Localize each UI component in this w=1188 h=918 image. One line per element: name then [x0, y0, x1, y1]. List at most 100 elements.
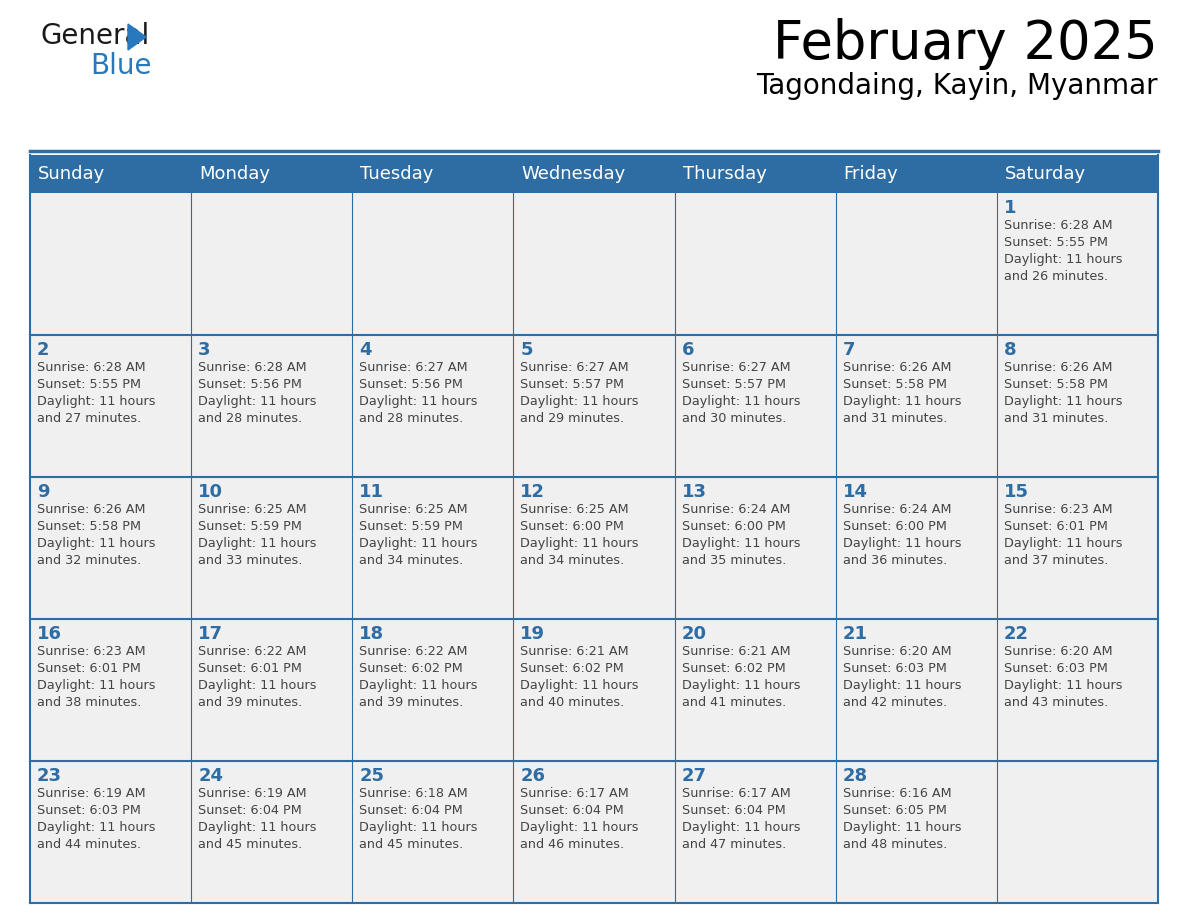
Text: Sunrise: 6:17 AM: Sunrise: 6:17 AM	[682, 787, 790, 800]
Bar	[30, 477, 191, 619]
Text: Sunrise: 6:24 AM: Sunrise: 6:24 AM	[682, 503, 790, 516]
Text: 23: 23	[37, 767, 62, 785]
Text: Daylight: 11 hours: Daylight: 11 hours	[682, 537, 800, 550]
Text: Sunrise: 6:25 AM: Sunrise: 6:25 AM	[520, 503, 630, 516]
Text: 18: 18	[359, 625, 385, 643]
Bar	[353, 193, 513, 335]
Bar	[835, 619, 997, 761]
Text: 4: 4	[359, 341, 372, 359]
Text: Daylight: 11 hours: Daylight: 11 hours	[520, 679, 639, 692]
Text: Sunrise: 6:25 AM: Sunrise: 6:25 AM	[198, 503, 307, 516]
Text: Sunrise: 6:23 AM: Sunrise: 6:23 AM	[37, 645, 146, 658]
Text: Sunrise: 6:20 AM: Sunrise: 6:20 AM	[1004, 645, 1112, 658]
Text: 14: 14	[842, 483, 867, 501]
Bar	[30, 193, 191, 335]
Text: Sunday: Sunday	[38, 165, 106, 183]
Text: Sunset: 5:57 PM: Sunset: 5:57 PM	[520, 378, 625, 391]
Text: 22: 22	[1004, 625, 1029, 643]
Bar	[191, 193, 353, 335]
Bar	[513, 761, 675, 903]
Text: Sunrise: 6:27 AM: Sunrise: 6:27 AM	[359, 361, 468, 374]
Bar	[675, 477, 835, 619]
Text: Daylight: 11 hours: Daylight: 11 hours	[359, 679, 478, 692]
Text: Daylight: 11 hours: Daylight: 11 hours	[842, 537, 961, 550]
Text: and 26 minutes.: and 26 minutes.	[1004, 270, 1108, 283]
Text: and 48 minutes.: and 48 minutes.	[842, 838, 947, 851]
Text: Sunrise: 6:24 AM: Sunrise: 6:24 AM	[842, 503, 952, 516]
Text: and 37 minutes.: and 37 minutes.	[1004, 554, 1108, 567]
Text: Sunrise: 6:20 AM: Sunrise: 6:20 AM	[842, 645, 952, 658]
Bar	[997, 335, 1158, 477]
Bar	[675, 193, 835, 335]
Text: Daylight: 11 hours: Daylight: 11 hours	[520, 395, 639, 408]
Text: Sunrise: 6:17 AM: Sunrise: 6:17 AM	[520, 787, 630, 800]
Bar	[997, 193, 1158, 335]
Text: Daylight: 11 hours: Daylight: 11 hours	[682, 395, 800, 408]
Bar	[30, 761, 191, 903]
Bar	[191, 619, 353, 761]
Bar	[835, 761, 997, 903]
Text: 24: 24	[198, 767, 223, 785]
Text: Sunrise: 6:21 AM: Sunrise: 6:21 AM	[520, 645, 630, 658]
Text: Sunset: 6:01 PM: Sunset: 6:01 PM	[1004, 520, 1107, 533]
Text: Sunset: 6:02 PM: Sunset: 6:02 PM	[359, 662, 463, 675]
Text: Daylight: 11 hours: Daylight: 11 hours	[682, 821, 800, 834]
Text: and 41 minutes.: and 41 minutes.	[682, 696, 785, 709]
Bar	[30, 155, 1158, 193]
Text: Tuesday: Tuesday	[360, 165, 434, 183]
Text: Thursday: Thursday	[683, 165, 766, 183]
Text: 15: 15	[1004, 483, 1029, 501]
Text: Sunset: 6:03 PM: Sunset: 6:03 PM	[842, 662, 947, 675]
Text: 19: 19	[520, 625, 545, 643]
Bar	[353, 335, 513, 477]
Bar	[675, 619, 835, 761]
Text: Sunrise: 6:23 AM: Sunrise: 6:23 AM	[1004, 503, 1112, 516]
Polygon shape	[128, 24, 146, 50]
Text: Friday: Friday	[843, 165, 898, 183]
Text: Daylight: 11 hours: Daylight: 11 hours	[198, 679, 317, 692]
Text: and 31 minutes.: and 31 minutes.	[1004, 412, 1108, 425]
Text: and 34 minutes.: and 34 minutes.	[359, 554, 463, 567]
Bar	[513, 619, 675, 761]
Text: Sunset: 6:00 PM: Sunset: 6:00 PM	[520, 520, 625, 533]
Text: Sunrise: 6:28 AM: Sunrise: 6:28 AM	[37, 361, 146, 374]
Text: Sunrise: 6:19 AM: Sunrise: 6:19 AM	[198, 787, 307, 800]
Text: and 43 minutes.: and 43 minutes.	[1004, 696, 1108, 709]
Text: Sunset: 5:58 PM: Sunset: 5:58 PM	[842, 378, 947, 391]
Text: 6: 6	[682, 341, 694, 359]
Text: 28: 28	[842, 767, 868, 785]
Text: Sunset: 6:01 PM: Sunset: 6:01 PM	[37, 662, 141, 675]
Text: and 34 minutes.: and 34 minutes.	[520, 554, 625, 567]
Bar	[997, 619, 1158, 761]
Text: Tagondaing, Kayin, Myanmar: Tagondaing, Kayin, Myanmar	[757, 72, 1158, 100]
Text: and 35 minutes.: and 35 minutes.	[682, 554, 786, 567]
Text: and 31 minutes.: and 31 minutes.	[842, 412, 947, 425]
Text: Daylight: 11 hours: Daylight: 11 hours	[359, 395, 478, 408]
Text: 5: 5	[520, 341, 533, 359]
Text: Sunset: 6:04 PM: Sunset: 6:04 PM	[682, 804, 785, 817]
Text: 11: 11	[359, 483, 384, 501]
Text: Daylight: 11 hours: Daylight: 11 hours	[37, 537, 156, 550]
Text: Daylight: 11 hours: Daylight: 11 hours	[842, 395, 961, 408]
Text: 3: 3	[198, 341, 210, 359]
Text: Sunrise: 6:27 AM: Sunrise: 6:27 AM	[520, 361, 630, 374]
Text: and 45 minutes.: and 45 minutes.	[359, 838, 463, 851]
Text: Sunset: 5:57 PM: Sunset: 5:57 PM	[682, 378, 785, 391]
Text: Sunset: 5:55 PM: Sunset: 5:55 PM	[1004, 236, 1108, 249]
Bar	[513, 193, 675, 335]
Text: Sunset: 5:58 PM: Sunset: 5:58 PM	[37, 520, 141, 533]
Text: Sunset: 6:00 PM: Sunset: 6:00 PM	[842, 520, 947, 533]
Text: Sunset: 5:58 PM: Sunset: 5:58 PM	[1004, 378, 1108, 391]
Text: and 44 minutes.: and 44 minutes.	[37, 838, 141, 851]
Bar	[353, 619, 513, 761]
Bar	[353, 477, 513, 619]
Bar	[30, 335, 191, 477]
Text: Sunrise: 6:28 AM: Sunrise: 6:28 AM	[1004, 219, 1112, 232]
Text: Daylight: 11 hours: Daylight: 11 hours	[359, 821, 478, 834]
Bar	[997, 477, 1158, 619]
Bar	[997, 761, 1158, 903]
Text: Sunset: 6:04 PM: Sunset: 6:04 PM	[198, 804, 302, 817]
Text: Sunrise: 6:26 AM: Sunrise: 6:26 AM	[37, 503, 145, 516]
Text: 1: 1	[1004, 199, 1017, 217]
Bar	[513, 335, 675, 477]
